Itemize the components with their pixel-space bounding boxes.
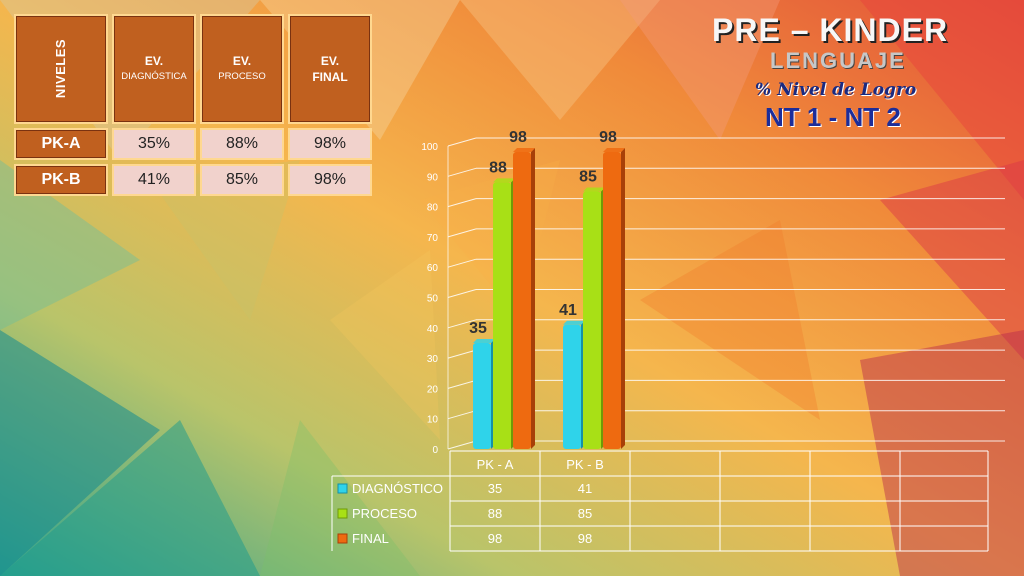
y-tick-label: 40 — [427, 324, 439, 335]
bar-side — [531, 148, 535, 449]
row-final-value: 98% — [288, 128, 372, 160]
header-niveles: NIVELES — [14, 14, 108, 124]
grid-line — [447, 349, 477, 359]
header-proceso: EV. PROCESO — [200, 14, 284, 124]
legend-swatch — [337, 508, 348, 519]
header-final-label: FINAL — [312, 70, 348, 84]
bar — [603, 152, 621, 449]
row-proceso-value: 85% — [200, 164, 284, 196]
row-level: PK-B — [14, 164, 108, 196]
table-value: 41 — [578, 481, 592, 496]
x-tick-label: PK - B — [566, 457, 604, 472]
header-final: EV. FINAL — [288, 14, 372, 124]
grid-line — [447, 228, 477, 238]
grid-line — [447, 440, 477, 450]
bar — [583, 191, 601, 449]
bar-top — [493, 178, 515, 183]
data-label: 88 — [489, 159, 507, 176]
header-ev-label: EV. — [232, 54, 252, 68]
data-label: 98 — [599, 129, 617, 146]
y-tick-label: 50 — [427, 294, 439, 305]
grid-line — [447, 289, 477, 298]
legend-label: PROCESO — [352, 506, 417, 521]
title-nivel-logro: % Nivel de Logro — [755, 80, 917, 100]
data-label: 85 — [579, 168, 597, 185]
bar-top — [563, 320, 585, 325]
table-value: 85 — [578, 506, 592, 521]
grid-line — [447, 137, 477, 147]
y-tick-label: 100 — [421, 142, 438, 153]
table-row: PK-A 35% 88% 98% — [14, 128, 372, 160]
header-diagnostica: EV. DIAGNÓSTICA — [112, 14, 196, 124]
grid-line — [447, 319, 477, 329]
legend-label: DIAGNÓSTICO — [352, 481, 443, 496]
table-value: 35 — [488, 481, 502, 496]
grid-line — [447, 410, 477, 420]
x-tick-label: PK - A — [477, 457, 514, 472]
bar-top — [473, 338, 495, 343]
title-pre-kinder: PRE – KINDER — [712, 12, 949, 48]
header-diag-label: DIAGNÓSTICA — [121, 71, 187, 82]
data-label: 41 — [559, 302, 577, 319]
row-diag-value: 41% — [112, 164, 196, 196]
bar — [473, 342, 491, 449]
grid-line — [447, 167, 477, 177]
row-diag-value: 35% — [112, 128, 196, 160]
bar-top — [603, 148, 625, 153]
y-tick-label: 30 — [427, 354, 439, 365]
grid-line — [447, 258, 477, 268]
y-tick-label: 80 — [427, 203, 439, 214]
y-tick-label: 70 — [427, 233, 439, 244]
bar — [513, 152, 531, 449]
row-proceso-value: 88% — [200, 128, 284, 160]
grid-line — [447, 198, 477, 208]
legend-label: FINAL — [352, 531, 389, 546]
data-label: 35 — [469, 320, 487, 337]
y-tick-label: 0 — [432, 445, 438, 456]
bar-top — [513, 148, 535, 153]
summary-table: NIVELES EV. DIAGNÓSTICA EV. PROCESO EV. FIN… — [10, 10, 376, 200]
bar-top — [583, 187, 605, 192]
header-ev-label: EV. — [144, 54, 164, 68]
row-final-value: 98% — [288, 164, 372, 196]
y-tick-label: 60 — [427, 263, 439, 274]
grid-line — [447, 379, 477, 389]
bar — [563, 324, 581, 449]
table-value: 98 — [578, 531, 592, 546]
table-row: PK-B 41% 85% 98% — [14, 164, 372, 196]
table-value: 88 — [488, 506, 502, 521]
data-label: 98 — [509, 129, 527, 146]
header-ev-label: EV. — [320, 54, 340, 68]
y-tick-label: 10 — [427, 415, 439, 426]
title-lenguaje: LENGUAJE — [770, 48, 906, 73]
bar-side — [621, 148, 625, 449]
header-proceso-label: PROCESO — [218, 71, 266, 82]
bar — [493, 182, 511, 450]
y-tick-label: 90 — [427, 172, 439, 183]
title-nt: NT 1 - NT 2 — [765, 102, 901, 132]
y-tick-label: 20 — [427, 384, 439, 395]
table-value: 98 — [488, 531, 502, 546]
legend-swatch — [337, 533, 348, 544]
row-level: PK-A — [14, 128, 108, 160]
legend-swatch — [337, 483, 348, 494]
